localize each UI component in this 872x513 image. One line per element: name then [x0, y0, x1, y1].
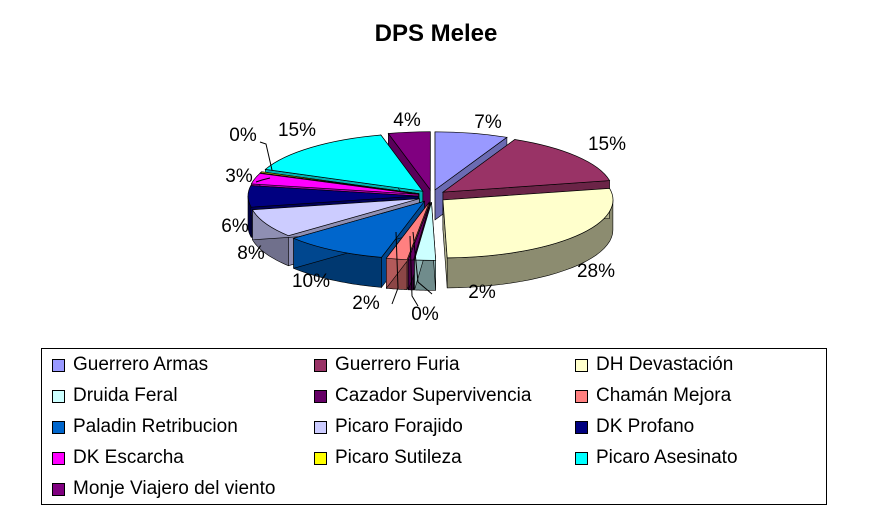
legend-swatch	[52, 420, 65, 434]
legend-swatch	[52, 451, 65, 465]
pie-slice-7	[251, 198, 420, 237]
legend-swatch	[575, 420, 588, 434]
legend-item: Chamán Mejora	[575, 384, 731, 408]
legend-swatch	[314, 389, 327, 403]
legend-item: Picaro Sutileza	[314, 446, 462, 470]
legend: Guerrero Armas Guerrero Furia DH Devastaci…	[41, 348, 827, 505]
legend-swatch	[575, 451, 588, 465]
legend-item: Guerrero Furia	[314, 353, 460, 377]
legend-label: DK Profano	[596, 416, 695, 437]
leader-line-4	[259, 141, 273, 171]
legend-item: Picaro Asesinato	[575, 446, 738, 470]
pie-slice-11	[264, 134, 424, 192]
data-label-6: 10%	[292, 271, 330, 292]
legend-label: Guerrero Armas	[73, 354, 209, 375]
pie-slice-8	[247, 185, 419, 208]
legend-swatch	[52, 482, 65, 496]
legend-item: Picaro Forajido	[314, 415, 463, 439]
leader-line-0	[412, 231, 433, 295]
legend-item: Paladin Retribucion	[52, 415, 238, 439]
legend-item: Druida Feral	[52, 384, 178, 408]
data-label-7: 8%	[237, 243, 265, 264]
legend-label: Guerrero Furia	[335, 354, 460, 375]
pie-slice-0	[434, 131, 508, 191]
data-label-11: 15%	[278, 120, 316, 141]
pie-slice-6	[292, 200, 426, 258]
legend-label: Picaro Sutileza	[335, 447, 462, 468]
pie-chart: 7% 15% 28% 2% 0% 2% 10% 8% 6% 3% 0% 15% 4%	[221, 110, 626, 325]
pie-slice-10	[259, 171, 420, 195]
legend-swatch	[52, 358, 65, 372]
data-label-5: 2%	[352, 293, 380, 314]
pie-slice-9	[250, 173, 419, 195]
legend-item: DK Escarcha	[52, 446, 184, 470]
legend-label: Druida Feral	[73, 385, 178, 406]
leader-line-1	[391, 231, 399, 305]
legend-label: Monje Viajero del viento	[73, 478, 276, 499]
legend-label: Picaro Forajido	[335, 416, 463, 437]
legend-item: DK Profano	[575, 415, 694, 439]
data-label-9: 3%	[225, 166, 253, 187]
legend-label: Paladin Retribucion	[73, 416, 238, 437]
legend-item: Monje Viajero del viento	[52, 477, 275, 501]
legend-swatch	[314, 420, 327, 434]
pie-slice-3	[414, 202, 437, 261]
data-label-1: 15%	[588, 134, 626, 155]
legend-swatch	[314, 451, 327, 465]
legend-label: Picaro Asesinato	[596, 447, 738, 468]
data-label-3: 2%	[468, 282, 496, 303]
leader-line-2	[409, 235, 419, 307]
pie-slice-2	[442, 188, 614, 259]
data-label-0: 7%	[474, 112, 502, 133]
data-label-8: 6%	[221, 216, 249, 237]
legend-swatch	[575, 389, 588, 403]
legend-swatch	[52, 389, 65, 403]
legend-label: Chamán Mejora	[596, 385, 732, 406]
legend-label: DK Escarcha	[73, 447, 184, 468]
legend-swatch	[575, 358, 588, 372]
legend-label: DH Devastación	[596, 354, 734, 375]
pie-slice-1	[441, 139, 611, 193]
legend-item: DH Devastación	[575, 353, 733, 377]
data-label-2: 28%	[577, 261, 615, 282]
pie-slice-12	[387, 131, 431, 191]
legend-label: Cazador Supervivencia	[335, 385, 532, 406]
data-label-10: 0%	[229, 125, 257, 146]
leader-line-3	[255, 177, 271, 183]
data-label-12: 4%	[393, 110, 421, 131]
chart-title: DPS Melee	[374, 20, 498, 47]
legend-item: Cazador Supervivencia	[314, 384, 531, 408]
data-label-4: 0%	[411, 304, 439, 325]
legend-item: Guerrero Armas	[52, 353, 208, 377]
legend-swatch	[314, 358, 327, 372]
